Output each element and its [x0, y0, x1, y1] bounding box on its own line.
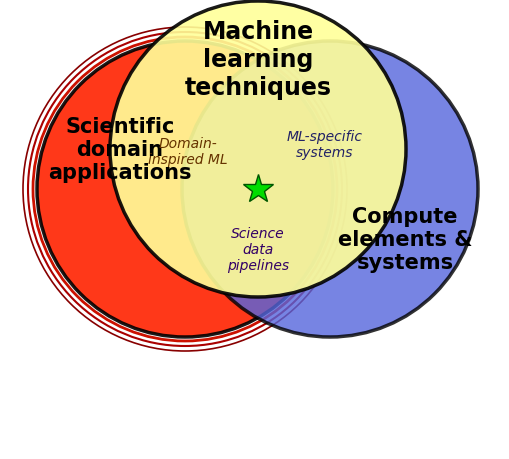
Circle shape [182, 42, 477, 337]
Text: ML-specific
systems: ML-specific systems [287, 129, 362, 160]
Circle shape [37, 42, 332, 337]
Text: Compute
elements &
systems: Compute elements & systems [337, 207, 471, 273]
Text: Domain-
inspired ML: Domain- inspired ML [148, 137, 228, 167]
Circle shape [110, 2, 405, 297]
Text: Science
data
pipelines: Science data pipelines [227, 226, 289, 273]
Text: Scientific
domain
applications: Scientific domain applications [48, 117, 191, 183]
Text: Machine
learning
techniques: Machine learning techniques [184, 20, 331, 100]
